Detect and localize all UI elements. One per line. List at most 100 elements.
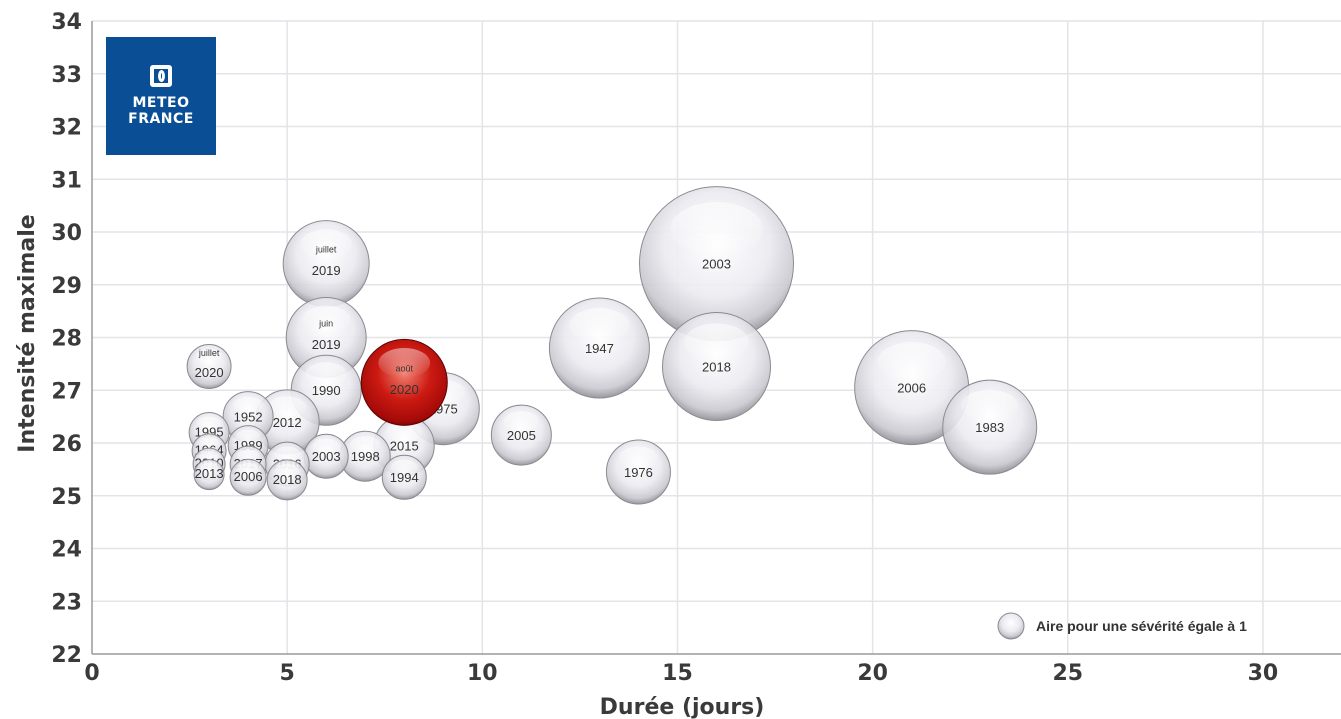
bubble: 1983 (942, 379, 1038, 475)
x-tick-label: 0 (84, 661, 99, 686)
bubble-label: 2003 (312, 449, 341, 464)
legend-bubble (997, 612, 1025, 640)
y-tick-label: 23 (51, 590, 82, 615)
x-tick-label: 5 (280, 661, 295, 686)
bubble-shine (300, 229, 352, 260)
legend-label: Aire pour une sévérité égale à 1 (1036, 618, 1247, 634)
y-tick-label: 28 (51, 327, 82, 352)
bubble-shine (195, 348, 223, 365)
legend: Aire pour une sévérité égale à 1 (997, 612, 1247, 640)
bubble-shine (670, 202, 763, 256)
bubble-label: 2018 (702, 359, 731, 374)
bubble: 2003 (303, 433, 349, 479)
bubble-shine (350, 436, 381, 454)
bubble-label: 1952 (234, 410, 263, 425)
bubble-shine (275, 463, 300, 478)
bubble-shine (877, 342, 946, 382)
y-tick-label: 29 (51, 274, 82, 299)
bubble: 2003 (639, 186, 794, 342)
bubble-sublabel: août (395, 363, 413, 373)
bubble: 1947 (548, 297, 650, 399)
bubble-shine (305, 362, 348, 387)
bubble-shine (199, 451, 219, 463)
x-tick-label: 30 (1248, 661, 1279, 686)
bubble-label: 2020 (390, 382, 419, 397)
y-tick-label: 34 (51, 10, 82, 35)
bubble-label: 2012 (273, 415, 302, 430)
bubble-label: 1976 (624, 465, 653, 480)
bubble-shine (961, 389, 1018, 423)
x-tick-label: 15 (662, 661, 693, 686)
bubble-label: 2005 (507, 428, 536, 443)
y-tick-label: 24 (51, 538, 82, 563)
bubble: 1976 (605, 439, 671, 505)
bubble: 2013 (193, 459, 225, 491)
x-tick-label: 10 (467, 661, 498, 686)
bubble: 1952 (222, 391, 274, 443)
bubbles: 2003 2006 2018 1947 1983 juillet 2019 juin 2019 1… (186, 186, 1038, 505)
bubble-label: 2003 (702, 257, 731, 272)
bubble-shine (197, 416, 222, 431)
meteo-france-emblem-icon (150, 65, 172, 87)
bubble-sublabel: juillet (315, 245, 337, 255)
bubble-label: 1983 (975, 420, 1004, 435)
bubble-shine (378, 347, 431, 379)
bubble-shine (386, 421, 423, 443)
bubble: juillet 2020 (186, 344, 232, 390)
bubble: 2005 (490, 404, 552, 466)
bubble-shine (569, 308, 630, 344)
bubble: juillet 2019 (282, 220, 370, 308)
logo-line-1: METEO (132, 95, 190, 111)
bubble: 2006 (229, 458, 267, 496)
x-tick-label: 20 (857, 661, 888, 686)
bubble-shine (236, 429, 261, 444)
bubble: juin 2019 (285, 297, 367, 378)
bubble: août 2020 (360, 338, 448, 426)
bubble-label: 2020 (195, 365, 224, 380)
bubble-shine (302, 305, 351, 334)
logo-line-2: FRANCE (128, 111, 194, 127)
bubble-shine (273, 446, 301, 462)
bubble-shine (684, 323, 749, 362)
bubble-label: 1994 (390, 470, 419, 485)
bubble-label: 2006 (897, 381, 926, 396)
bubble-shine (200, 462, 219, 474)
bubble-sublabel: juillet (198, 348, 220, 358)
bubble: 1994 (381, 454, 427, 500)
meteo-france-logo: METEO FRANCE (106, 37, 216, 155)
bubble-shine (267, 396, 307, 419)
bubble-label: 2019 (312, 337, 341, 352)
bubble-shine (233, 396, 264, 415)
bubble-label: 2013 (195, 466, 224, 481)
bubble-label: 2006 (234, 469, 263, 484)
y-tick-label: 25 (51, 485, 82, 510)
bubble: 1998 (339, 430, 391, 482)
bubble-sublabel: juin (318, 318, 333, 328)
bubble-shine (391, 459, 418, 476)
bubble-label: 2018 (273, 472, 302, 487)
x-axis-title: Durée (jours) (600, 695, 765, 719)
bubble-shine (237, 449, 259, 463)
bubble-label: 2019 (312, 263, 341, 278)
bubble-shine (503, 411, 540, 433)
bubble-label: 1998 (351, 449, 380, 464)
y-tick-label: 22 (51, 643, 82, 668)
axes: 0 5 10 15 20 25 30 22 23 24 25 26 27 28 29 30 31 32 33 34 Du… (15, 10, 1341, 719)
y-tick-label: 32 (51, 116, 82, 141)
y-tick-label: 31 (51, 168, 82, 193)
bubble: 1990 (290, 354, 362, 426)
bubble-label: 1990 (312, 383, 341, 398)
y-tick-label: 26 (51, 432, 82, 457)
bubble-shine (237, 462, 259, 476)
bubble-label: 2015 (390, 439, 419, 454)
y-axis-title: Intensité maximale (15, 214, 40, 452)
y-tick-label: 30 (51, 221, 82, 246)
bubble-shine (312, 438, 340, 454)
bubble-label: 1947 (585, 341, 614, 356)
bubble-shine (198, 437, 220, 450)
x-tick-label: 25 (1052, 661, 1083, 686)
bubble: 2018 (266, 459, 308, 501)
bubble-shine (619, 446, 658, 469)
y-tick-label: 33 (51, 63, 82, 88)
